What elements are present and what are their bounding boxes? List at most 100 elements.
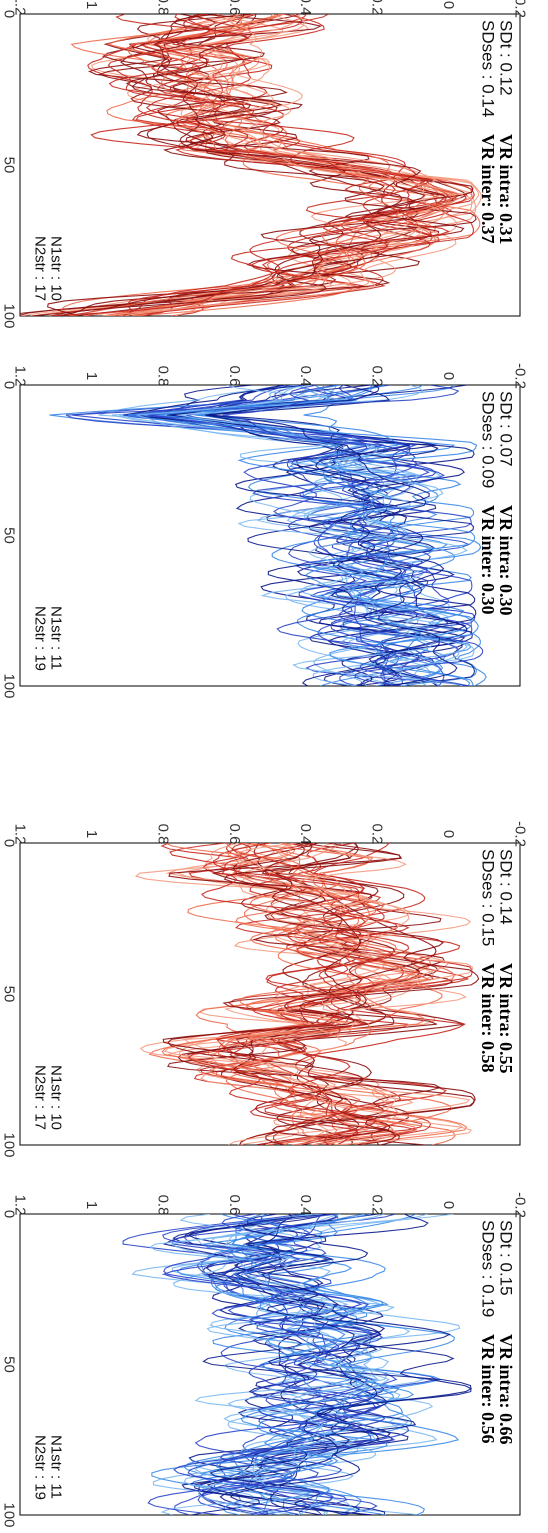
y-tick-label: 0.4	[297, 1195, 314, 1216]
trace-line	[208, 1214, 472, 1515]
trace-line	[232, 843, 396, 1145]
plot-frame	[19, 13, 521, 317]
trace-line	[230, 1214, 415, 1515]
trace-line	[87, 14, 432, 316]
sd-annotation: SDt : 0.14	[497, 849, 516, 925]
x-tick-label: 100	[1, 673, 18, 698]
trace-line	[220, 1214, 398, 1515]
x-tick-label: 50	[1, 157, 18, 174]
trace-line	[59, 14, 451, 316]
x-tick-label: 100	[1, 303, 18, 328]
trace-line	[222, 385, 470, 686]
y-tick-label: 0.4	[297, 366, 314, 387]
vr-annotation: VR intra: 0.55	[496, 963, 516, 1074]
trace-line	[203, 1214, 443, 1515]
y-tick-label: 1	[83, 372, 100, 380]
trace-line	[225, 1214, 391, 1515]
y-tick-label: 1	[83, 1201, 100, 1209]
x-tick-label: 100	[1, 1502, 18, 1527]
trace-line	[215, 843, 430, 1145]
trace-line	[69, 14, 456, 316]
trace-group	[134, 843, 480, 1145]
y-tick-label: 0	[440, 830, 457, 838]
y-tick-label: 0.6	[226, 366, 243, 387]
n-annotation: N1str : 11	[48, 1435, 65, 1499]
trace-line	[239, 843, 420, 1145]
n-annotation: N2str : 17	[32, 1065, 49, 1130]
sd-annotation: SDt : 0.15	[497, 1220, 516, 1296]
trace-line	[161, 1214, 396, 1515]
y-tick-label: 1	[83, 830, 100, 838]
trace-line	[147, 1214, 377, 1515]
y-tick-label: 0	[440, 1201, 457, 1209]
trace-line	[49, 14, 450, 316]
n-annotation: N1str : 10	[48, 236, 65, 301]
y-tick-label: -0.2	[512, 1192, 529, 1218]
trace-line	[65, 385, 476, 686]
sd-annotation: SDses : 0.15	[479, 849, 498, 946]
x-tick-label: 50	[1, 527, 18, 544]
trace-line	[108, 14, 426, 316]
trace-line	[167, 843, 454, 1145]
y-tick-label: 0.8	[154, 1195, 171, 1216]
x-tick-label: 0	[1, 381, 18, 389]
trace-line	[188, 843, 394, 1145]
trace-line	[169, 1214, 387, 1515]
vr-annotation: VR intra: 0.66	[496, 1334, 516, 1445]
n-annotation: N1str : 10	[48, 1065, 65, 1130]
x-tick-label: 0	[1, 1210, 18, 1218]
y-tick-label: 0	[440, 1, 457, 9]
x-tick-label: 100	[1, 1132, 18, 1157]
y-tick-label: 0.6	[226, 1195, 243, 1216]
y-tick-label: 1	[83, 1, 100, 9]
trace-line	[122, 1214, 410, 1515]
trace-line	[218, 843, 456, 1145]
trace-line	[50, 14, 465, 316]
n-annotation: N2str : 17	[32, 236, 49, 301]
trace-line	[127, 385, 479, 686]
y-tick-label: 0.2	[369, 0, 386, 15]
y-tick-label: 0.2	[369, 1195, 386, 1216]
trace-line	[212, 843, 410, 1145]
y-tick-label: -0.2	[512, 363, 529, 389]
y-tick-label: 1.2	[12, 366, 29, 387]
vr-annotation: VR intra: 0.30	[496, 505, 516, 616]
sd-annotation: SDses : 0.19	[479, 1220, 498, 1317]
y-tick-label: 0.8	[154, 366, 171, 387]
trace-line	[124, 14, 480, 316]
trace-group	[122, 1214, 472, 1515]
trace-line	[176, 843, 386, 1145]
trace-line	[103, 14, 464, 316]
vr-annotation: VR inter: 0.37	[478, 134, 498, 243]
n-annotation: N1str : 11	[48, 606, 65, 670]
vr-annotation: VR inter: 0.56	[478, 1334, 498, 1443]
sd-annotation: SDt : 0.12	[497, 20, 516, 96]
trace-line	[139, 843, 472, 1145]
trace-line	[150, 385, 398, 686]
y-tick-label: 0.6	[226, 824, 243, 845]
y-tick-label: 0.6	[226, 0, 243, 15]
trace-line	[161, 843, 468, 1145]
trace-line	[167, 843, 400, 1145]
trace-line	[123, 385, 477, 686]
trace-group	[20, 14, 483, 316]
sd-annotation: SDt : 0.07	[497, 391, 516, 467]
y-tick-label: 0.4	[297, 0, 314, 15]
y-tick-label: 1.2	[12, 824, 29, 845]
trace-line	[194, 385, 474, 686]
y-tick-label: 0.2	[369, 824, 386, 845]
trace-line	[181, 1214, 394, 1515]
sd-annotation: SDses : 0.14	[479, 20, 498, 117]
trace-line	[20, 14, 440, 316]
n-annotation: N2str : 19	[32, 606, 49, 671]
y-tick-label: 0.8	[154, 824, 171, 845]
trace-line	[160, 843, 417, 1145]
trace-line	[149, 1214, 426, 1515]
x-tick-label: 50	[1, 986, 18, 1003]
y-tick-label: 1.2	[12, 0, 29, 15]
y-tick-label: 0	[440, 372, 457, 380]
